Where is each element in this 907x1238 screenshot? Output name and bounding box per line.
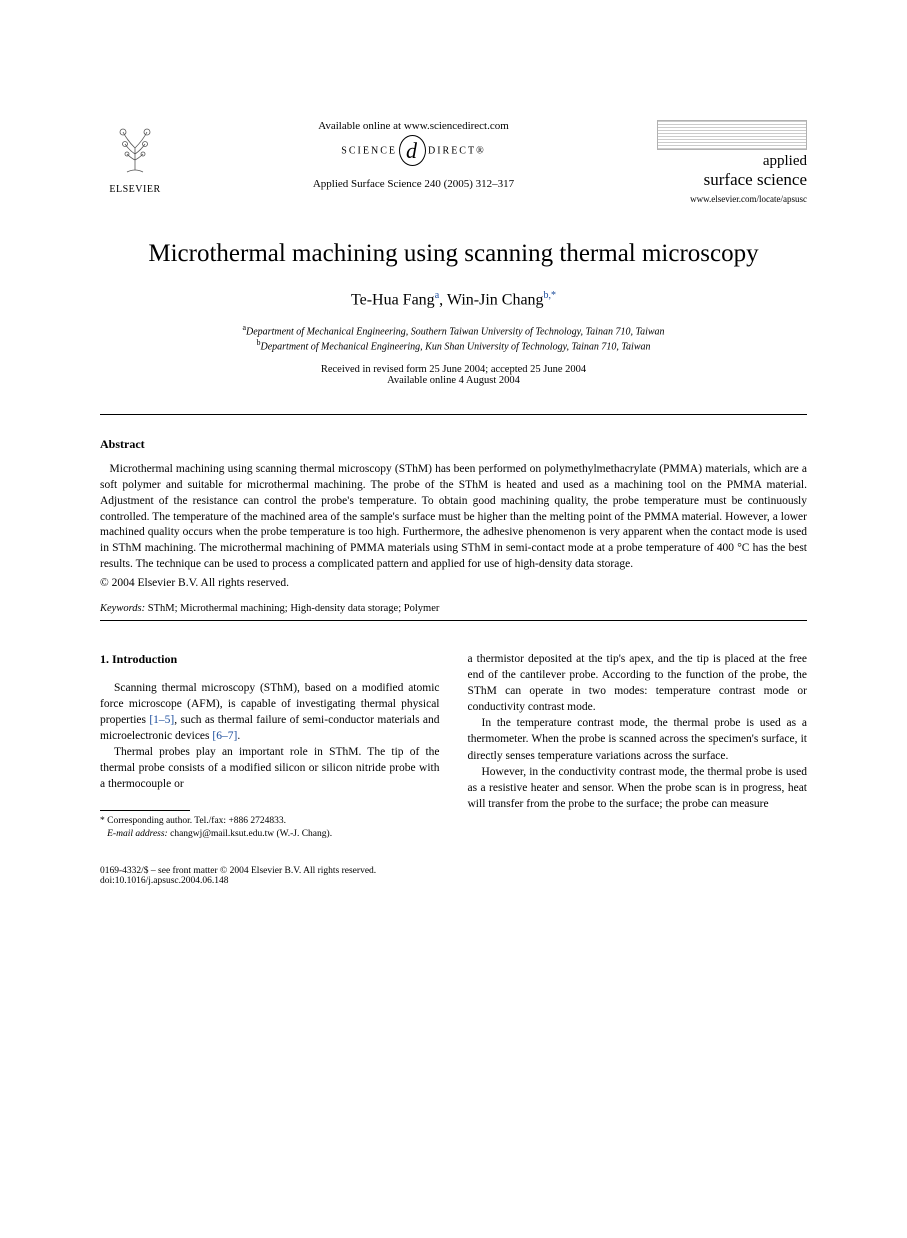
top-rule: [100, 414, 807, 415]
email-line: E-mail address: changwj@mail.ksut.edu.tw…: [100, 828, 440, 840]
publisher-name: ELSEVIER: [100, 184, 170, 195]
journal-name-line1: applied: [657, 153, 807, 170]
ref-6-7[interactable]: [6–7]: [212, 730, 237, 742]
publisher-logo: ELSEVIER: [100, 120, 170, 195]
available-online-text: Available online at www.sciencedirect.co…: [180, 120, 647, 132]
footer-line2: doi:10.1016/j.apsusc.2004.06.148: [100, 876, 807, 886]
body-columns: 1. Introduction Scanning thermal microsc…: [100, 651, 807, 840]
journal-locate-url: www.elsevier.com/locate/apsusc: [657, 194, 807, 204]
col1-para2: Thermal probes play an important role in…: [100, 744, 440, 792]
authors-line: Te-Hua Fanga, Win-Jin Changb,*: [100, 290, 807, 309]
sd-d-icon: d: [399, 135, 426, 166]
affiliation-b: bDepartment of Mechanical Engineering, K…: [100, 338, 807, 352]
footnote-rule: [100, 810, 190, 811]
header-row: ELSEVIER Available online at www.science…: [100, 120, 807, 204]
abstract-copyright: © 2004 Elsevier B.V. All rights reserved…: [100, 577, 807, 589]
keywords-label: Keywords:: [100, 603, 145, 614]
col1-para1: Scanning thermal microscopy (SThM), base…: [100, 680, 440, 744]
abstract-heading: Abstract: [100, 437, 807, 452]
author-1-name: Te-Hua Fang: [351, 291, 435, 308]
column-left: 1. Introduction Scanning thermal microsc…: [100, 651, 440, 840]
journal-logo-box: applied surface science www.elsevier.com…: [657, 120, 807, 204]
keywords-line: Keywords: SThM; Microthermal machining; …: [100, 603, 807, 614]
journal-wave-graphic: [657, 120, 807, 150]
sd-left: SCIENCE: [341, 145, 397, 156]
sciencedirect-logo: SCIENCEdDIRECT®: [180, 138, 647, 164]
col2-para1: a thermistor deposited at the tip's apex…: [468, 651, 808, 715]
author-2-sup: b,*: [544, 290, 557, 301]
center-header: Available online at www.sciencedirect.co…: [170, 120, 657, 190]
dates-line2: Available online 4 August 2004: [100, 375, 807, 386]
dates-line1: Received in revised form 25 June 2004; a…: [100, 364, 807, 375]
page-footer: 0169-4332/$ – see front matter © 2004 El…: [100, 866, 807, 886]
affil-a-text: Department of Mechanical Engineering, So…: [246, 327, 665, 338]
affil-b-text: Department of Mechanical Engineering, Ku…: [261, 341, 651, 352]
ref-1-5[interactable]: [1–5]: [149, 714, 174, 726]
author-1-sup: a: [435, 290, 439, 301]
journal-name-line2: surface science: [657, 170, 807, 190]
column-right: a thermistor deposited at the tip's apex…: [468, 651, 808, 840]
corresponding-author: * Corresponding author. Tel./fax: +886 2…: [100, 815, 440, 827]
footnote-block: * Corresponding author. Tel./fax: +886 2…: [100, 815, 440, 840]
col2-para3: However, in the conductivity contrast mo…: [468, 764, 808, 812]
elsevier-tree-icon: [100, 120, 170, 184]
abstract-text: Microthermal machining using scanning th…: [100, 462, 807, 573]
bottom-rule: [100, 620, 807, 621]
email-label: E-mail address:: [107, 829, 168, 839]
page-container: ELSEVIER Available online at www.science…: [0, 0, 907, 946]
article-title: Microthermal machining using scanning th…: [100, 240, 807, 268]
col2-para2: In the temperature contrast mode, the th…: [468, 715, 808, 763]
email-value: changwj@mail.ksut.edu.tw (W.-J. Chang).: [168, 829, 332, 839]
sd-right: DIRECT®: [428, 145, 486, 156]
affiliation-a: aDepartment of Mechanical Engineering, S…: [100, 323, 807, 337]
section-1-heading: 1. Introduction: [100, 651, 440, 668]
journal-citation: Applied Surface Science 240 (2005) 312–3…: [180, 178, 647, 190]
affiliations: aDepartment of Mechanical Engineering, S…: [100, 323, 807, 352]
c1p1c: .: [237, 730, 240, 742]
abstract-body: Microthermal machining using scanning th…: [100, 463, 807, 570]
footer-line1: 0169-4332/$ – see front matter © 2004 El…: [100, 866, 807, 876]
author-2-name: Win-Jin Chang: [447, 291, 544, 308]
article-dates: Received in revised form 25 June 2004; a…: [100, 364, 807, 386]
keywords-text: SThM; Microthermal machining; High-densi…: [145, 603, 439, 614]
